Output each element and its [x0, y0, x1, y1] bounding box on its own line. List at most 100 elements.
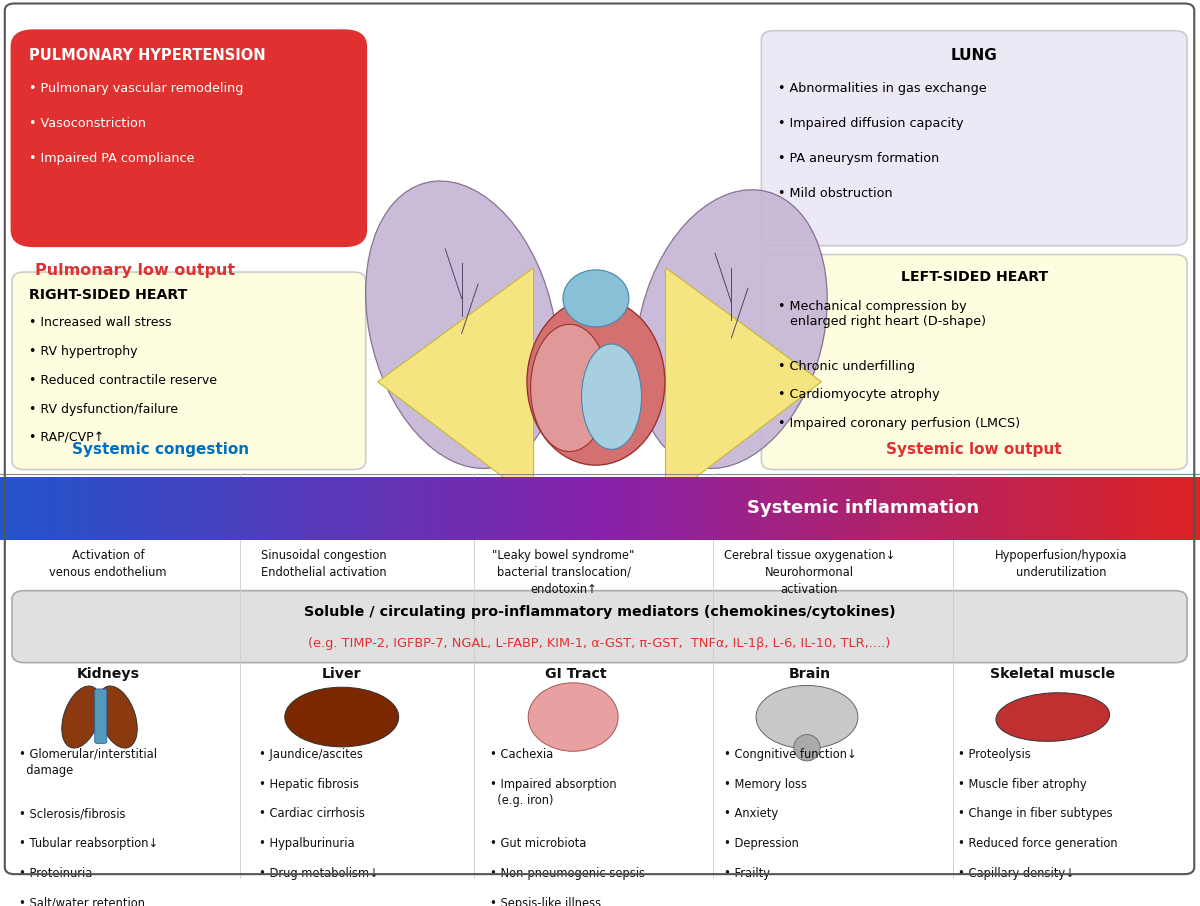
- Bar: [1195, 477, 1200, 540]
- Bar: [1019, 477, 1025, 540]
- Text: "Leaky bowel syndrome"
bacterial translocation/
endotoxin↑: "Leaky bowel syndrome" bacterial translo…: [492, 548, 635, 595]
- Bar: [252, 477, 257, 540]
- Bar: [768, 477, 773, 540]
- Bar: [803, 477, 809, 540]
- Bar: [863, 477, 869, 540]
- Bar: [1108, 477, 1112, 540]
- Bar: [52, 477, 58, 540]
- Bar: [391, 477, 397, 540]
- Bar: [208, 477, 214, 540]
- Bar: [868, 477, 872, 540]
- Bar: [1031, 477, 1037, 540]
- Bar: [1000, 477, 1004, 540]
- Bar: [1171, 477, 1176, 540]
- Bar: [732, 477, 737, 540]
- Bar: [568, 477, 572, 540]
- Text: • Salt/water retention: • Salt/water retention: [19, 897, 145, 906]
- Bar: [487, 477, 493, 540]
- Text: • Muscle fiber atrophy: • Muscle fiber atrophy: [958, 777, 1087, 791]
- Text: • Mild obstruction: • Mild obstruction: [778, 187, 893, 200]
- FancyBboxPatch shape: [366, 9, 833, 478]
- Bar: [504, 477, 509, 540]
- Bar: [640, 477, 644, 540]
- Text: Systemic congestion: Systemic congestion: [72, 442, 250, 458]
- Text: • Gut microbiota: • Gut microbiota: [491, 837, 587, 850]
- Bar: [132, 477, 137, 540]
- Bar: [991, 477, 996, 540]
- Bar: [108, 477, 113, 540]
- Bar: [408, 477, 413, 540]
- Text: • Capillary density↓: • Capillary density↓: [958, 867, 1075, 880]
- Bar: [1003, 477, 1008, 540]
- Text: Systemic low output: Systemic low output: [887, 442, 1062, 458]
- Bar: [60, 477, 65, 540]
- Bar: [184, 477, 190, 540]
- Bar: [751, 477, 757, 540]
- Text: • Sclerosis/fibrosis: • Sclerosis/fibrosis: [19, 807, 126, 821]
- Bar: [655, 477, 661, 540]
- Text: • Drug metabolism↓: • Drug metabolism↓: [259, 867, 379, 880]
- Bar: [216, 477, 221, 540]
- Text: • RAP/CVP↑: • RAP/CVP↑: [29, 432, 104, 445]
- Bar: [312, 477, 317, 540]
- Text: LUNG: LUNG: [950, 48, 997, 63]
- Ellipse shape: [582, 344, 642, 449]
- Bar: [983, 477, 989, 540]
- Bar: [1187, 477, 1193, 540]
- Bar: [931, 477, 936, 540]
- Ellipse shape: [793, 735, 820, 761]
- Ellipse shape: [366, 181, 558, 468]
- Bar: [700, 477, 704, 540]
- Bar: [544, 477, 548, 540]
- Bar: [839, 477, 845, 540]
- Bar: [604, 477, 608, 540]
- Bar: [607, 477, 613, 540]
- Bar: [624, 477, 629, 540]
- Bar: [1087, 477, 1092, 540]
- Text: • Hepatic fibrosis: • Hepatic fibrosis: [259, 777, 359, 791]
- Bar: [331, 477, 337, 540]
- Bar: [1039, 477, 1044, 540]
- Bar: [1099, 477, 1104, 540]
- Bar: [799, 477, 804, 540]
- Text: Hypoperfusion/hypoxia
underutilization: Hypoperfusion/hypoxia underutilization: [995, 548, 1128, 579]
- Text: • Cardiomyocyte atrophy: • Cardiomyocyte atrophy: [778, 388, 940, 401]
- Text: Systemic inflammation: Systemic inflammation: [748, 499, 979, 517]
- Bar: [763, 477, 769, 540]
- Text: Kidneys: Kidneys: [77, 667, 139, 681]
- Bar: [564, 477, 569, 540]
- Bar: [779, 477, 785, 540]
- Bar: [775, 477, 780, 540]
- Bar: [508, 477, 512, 540]
- Bar: [324, 477, 329, 540]
- Bar: [1135, 477, 1140, 540]
- Bar: [943, 477, 948, 540]
- Bar: [56, 477, 61, 540]
- FancyBboxPatch shape: [12, 272, 366, 469]
- Ellipse shape: [563, 270, 629, 327]
- Bar: [880, 477, 884, 540]
- Bar: [823, 477, 828, 540]
- Bar: [424, 477, 428, 540]
- Bar: [1084, 477, 1088, 540]
- Bar: [995, 477, 1001, 540]
- Bar: [276, 477, 281, 540]
- Text: Sinusoidal congestion
Endothelial activation: Sinusoidal congestion Endothelial activa…: [260, 548, 386, 579]
- Text: Brain: Brain: [788, 667, 830, 681]
- Bar: [456, 477, 461, 540]
- Bar: [1055, 477, 1061, 540]
- Bar: [643, 477, 649, 540]
- Bar: [875, 477, 881, 540]
- Bar: [660, 477, 665, 540]
- Bar: [628, 477, 632, 540]
- Bar: [528, 477, 533, 540]
- Text: Skeletal muscle: Skeletal muscle: [990, 667, 1115, 681]
- Text: • Pulmonary vascular remodeling: • Pulmonary vascular remodeling: [29, 82, 244, 94]
- Bar: [8, 477, 13, 540]
- Bar: [552, 477, 557, 540]
- Bar: [96, 477, 101, 540]
- Bar: [1079, 477, 1085, 540]
- Bar: [708, 477, 713, 540]
- Ellipse shape: [97, 686, 137, 748]
- Bar: [463, 477, 469, 540]
